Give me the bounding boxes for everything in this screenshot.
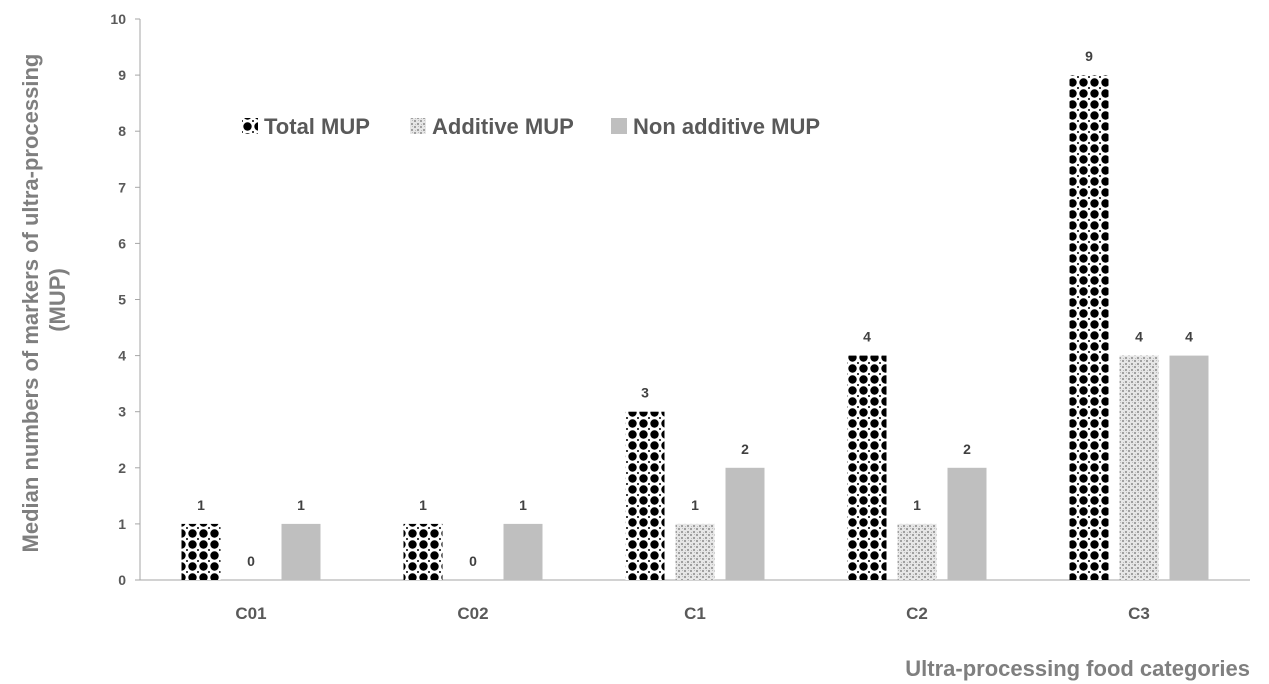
bar-total-mup (847, 355, 887, 580)
y-axis-ticks: 0 1 2 3 4 5 6 7 8 9 10 (110, 11, 140, 588)
x-category-label: C01 (235, 604, 266, 623)
y-axis-title: Median numbers of markers of ultra-proce… (18, 48, 70, 553)
legend-label: Non additive MUP (633, 114, 820, 139)
legend-swatch (410, 118, 426, 134)
legend-swatch (611, 118, 627, 134)
bar-total-mup (181, 523, 221, 580)
y-axis-title-line-1: Median numbers of markers of ultra-proce… (18, 54, 43, 553)
bar-non-additive-mup (1169, 355, 1209, 580)
data-label: 1 (519, 497, 527, 513)
y-tick-label: 4 (118, 348, 126, 364)
y-tick-label: 1 (118, 516, 126, 532)
data-labels: 1 0 1 1 0 1 3 1 2 4 1 2 9 4 4 (197, 48, 1193, 569)
data-label: 4 (863, 329, 871, 345)
data-label: 1 (419, 497, 427, 513)
y-tick-label: 8 (118, 123, 126, 139)
x-category-label: C3 (1128, 604, 1150, 623)
x-axis-title: Ultra-processing food categories (905, 656, 1250, 681)
bar-total-mup (403, 523, 443, 580)
data-label: 4 (1185, 329, 1193, 345)
bar-total-mup (625, 411, 665, 580)
data-label: 1 (197, 497, 205, 513)
bar-additive-mup (1119, 355, 1159, 580)
bar-non-additive-mup (281, 523, 321, 580)
bar-non-additive-mup (503, 523, 543, 580)
data-label: 0 (247, 553, 255, 569)
y-tick-label: 3 (118, 404, 126, 420)
data-label: 1 (297, 497, 305, 513)
bar-non-additive-mup (947, 467, 987, 580)
data-label: 0 (469, 553, 477, 569)
data-label: 1 (691, 497, 699, 513)
bar-additive-mup (897, 523, 937, 580)
legend: Total MUP Additive MUP Non additive MUP (242, 114, 820, 139)
bar-non-additive-mup (725, 467, 765, 580)
y-tick-label: 0 (118, 572, 126, 588)
data-label: 1 (913, 497, 921, 513)
bar-additive-mup (675, 523, 715, 580)
data-label: 2 (741, 441, 749, 457)
x-axis-categories: C01 C02 C1 C2 C3 (235, 604, 1149, 623)
data-label: 9 (1085, 48, 1093, 64)
y-tick-label: 9 (118, 67, 126, 83)
x-category-label: C1 (684, 604, 706, 623)
legend-label: Total MUP (264, 114, 370, 139)
data-label: 3 (641, 385, 649, 401)
y-tick-label: 7 (118, 179, 126, 195)
bar-total-mup (1069, 75, 1109, 580)
x-category-label: C2 (906, 604, 928, 623)
y-tick-label: 2 (118, 460, 126, 476)
bars (181, 75, 1209, 580)
y-tick-label: 10 (110, 11, 126, 27)
data-label: 4 (1135, 329, 1143, 345)
y-tick-label: 5 (118, 292, 126, 308)
legend-label: Additive MUP (432, 114, 574, 139)
x-category-label: C02 (457, 604, 488, 623)
y-tick-label: 6 (118, 235, 126, 251)
y-axis-title-line-2: (MUP) (45, 268, 70, 332)
data-label: 2 (963, 441, 971, 457)
legend-swatch (242, 118, 258, 134)
